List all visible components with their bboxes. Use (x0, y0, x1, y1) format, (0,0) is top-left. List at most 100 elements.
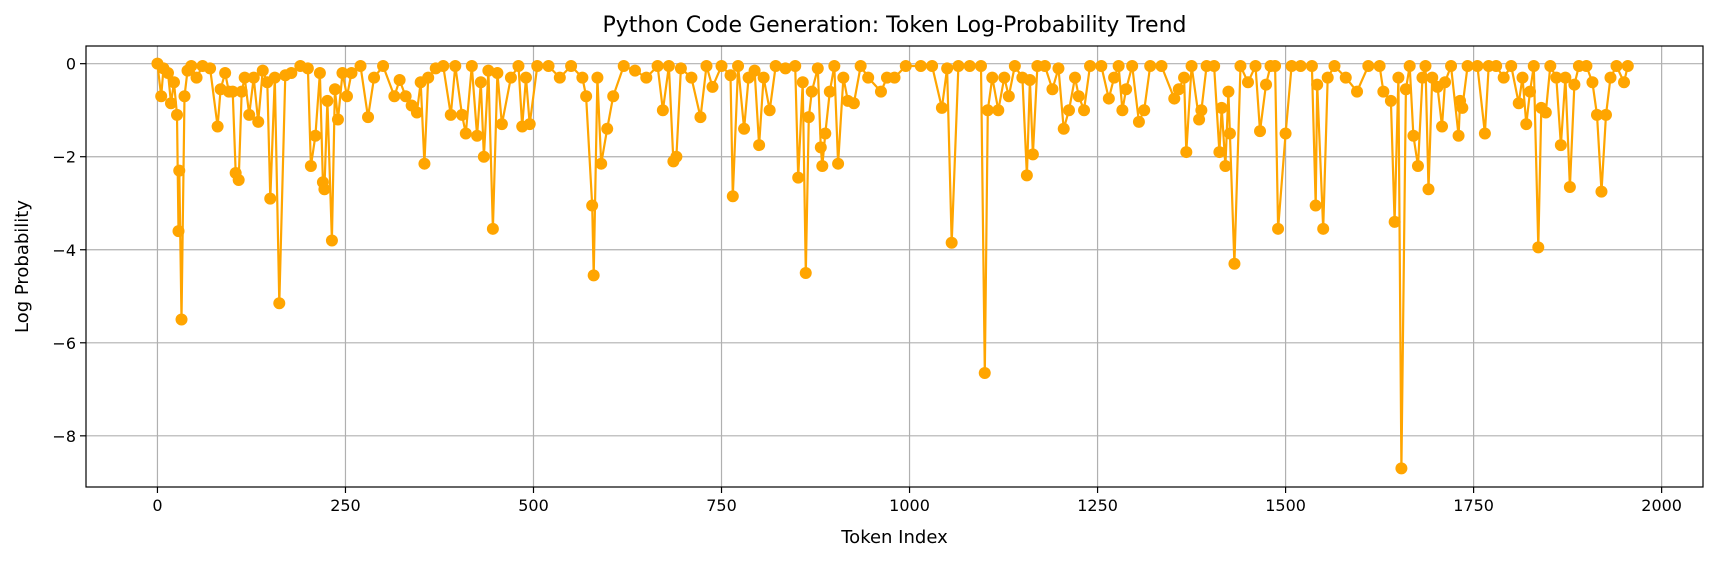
data-point (738, 122, 751, 135)
data-point (1452, 129, 1465, 142)
data-point (685, 71, 698, 84)
data-point (629, 64, 642, 77)
data-point (1020, 169, 1033, 182)
data-point (1062, 104, 1075, 117)
data-point (1285, 60, 1298, 73)
data-point (651, 60, 664, 73)
data-point (377, 60, 390, 73)
data-point (340, 90, 353, 103)
data-point (173, 164, 186, 177)
data-point (1505, 60, 1518, 73)
plot-frame (85, 45, 1704, 488)
data-point (190, 71, 203, 84)
data-point (1309, 199, 1322, 212)
x-tick-label: 1500 (1265, 496, 1306, 515)
data-point (178, 90, 191, 103)
data-point (232, 173, 245, 186)
data-point (595, 157, 608, 170)
data-point (542, 60, 555, 73)
y-tick-label: −6 (52, 334, 76, 353)
data-point (1228, 257, 1241, 270)
data-point (328, 83, 341, 96)
data-point (1590, 108, 1603, 121)
data-point (986, 71, 999, 84)
data-point (1586, 76, 1599, 89)
axis-ticks: 0 250 500 750 1000 1250 1500 1750 2000 0 −2 −4 −6 −8 (52, 55, 1682, 515)
data-point (726, 190, 739, 203)
data-point (264, 192, 277, 205)
data-point (471, 129, 484, 142)
data-point (161, 66, 174, 79)
data-point (256, 64, 269, 77)
data-point (1213, 146, 1226, 159)
data-point (1339, 71, 1352, 84)
data-point (211, 120, 224, 133)
data-point (422, 71, 435, 84)
data-point (1249, 60, 1262, 73)
data-point (1215, 101, 1228, 114)
data-point (587, 269, 600, 282)
data-point (1185, 60, 1198, 73)
data-point (792, 171, 805, 184)
x-tick-label: 0 (152, 496, 162, 515)
data-point (732, 60, 745, 73)
data-point (388, 90, 401, 103)
data-point (1057, 122, 1070, 135)
data-point (1471, 60, 1484, 73)
data-point (456, 108, 469, 121)
data-point (1317, 222, 1330, 235)
data-point (1023, 73, 1036, 86)
data-point (486, 222, 499, 235)
data-point (1580, 60, 1593, 73)
data-point (1178, 71, 1191, 84)
data-point (273, 297, 286, 310)
data-point (1407, 129, 1420, 142)
data-point (1072, 90, 1085, 103)
data-point (418, 157, 431, 170)
data-point (1038, 60, 1051, 73)
data-point (252, 115, 265, 128)
data-point (1563, 180, 1576, 193)
data-point (185, 60, 198, 73)
data-point (1328, 60, 1341, 73)
data-point (331, 113, 344, 126)
data-point (769, 60, 782, 73)
data-point (172, 225, 185, 238)
data-point (992, 104, 1005, 117)
y-tick-label: 0 (66, 55, 76, 74)
data-point (444, 108, 457, 121)
data-point (1461, 60, 1474, 73)
data-point (1604, 71, 1617, 84)
data-point (1445, 60, 1458, 73)
data-point (763, 104, 776, 117)
data-point (1559, 71, 1572, 84)
data-point (465, 60, 478, 73)
data-point (1272, 222, 1285, 235)
data-point (1078, 104, 1091, 117)
data-point (591, 71, 604, 84)
x-tick-label: 2000 (1641, 496, 1682, 515)
data-point (1084, 60, 1097, 73)
data-point (1208, 60, 1221, 73)
data-point (656, 104, 669, 117)
x-axis-label: Token Index (840, 527, 948, 548)
data-point (1388, 215, 1401, 228)
data-point (243, 108, 256, 121)
data-point (805, 85, 818, 98)
data-point (321, 94, 334, 107)
x-tick-label: 750 (706, 496, 737, 515)
data-point (926, 60, 939, 73)
data-point (345, 66, 358, 79)
data-point (748, 64, 761, 77)
x-tick-label: 250 (330, 496, 361, 515)
data-point (828, 60, 841, 73)
data-point (1373, 60, 1386, 73)
data-point (640, 71, 653, 84)
data-point (1512, 97, 1525, 110)
data-point (1144, 60, 1157, 73)
data-point (607, 90, 620, 103)
data-point (580, 90, 593, 103)
data-point (914, 60, 927, 73)
data-point (1172, 83, 1185, 96)
